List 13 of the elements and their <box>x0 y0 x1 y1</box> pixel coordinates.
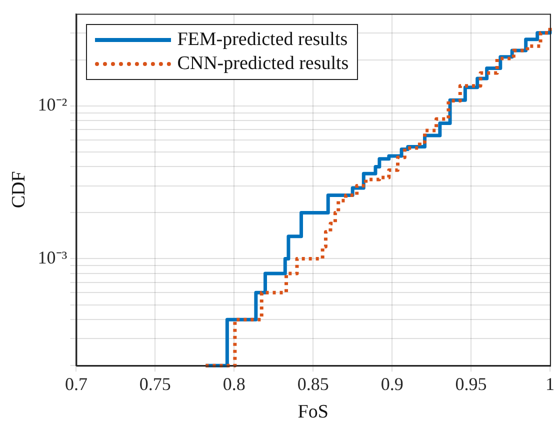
y-tick-label: 10⁻³ <box>38 247 68 268</box>
x-axis-title: FoS <box>298 402 328 423</box>
x-tick-label: 0.8 <box>222 374 246 394</box>
y-tick-label: 10⁻² <box>38 94 68 115</box>
legend-label: FEM-predicted results <box>177 28 348 51</box>
y-axis-title: CDF <box>8 171 30 208</box>
x-tick-label: 0.85 <box>297 374 329 394</box>
x-tick-label: 0.7 <box>64 374 88 394</box>
x-tick-label: 0.75 <box>139 374 171 394</box>
legend-label: CNN-predicted results <box>177 52 349 75</box>
x-tick-label: 1 <box>546 374 554 394</box>
x-tick-label: 0.95 <box>455 374 487 394</box>
x-tick-label: 0.9 <box>380 374 404 394</box>
